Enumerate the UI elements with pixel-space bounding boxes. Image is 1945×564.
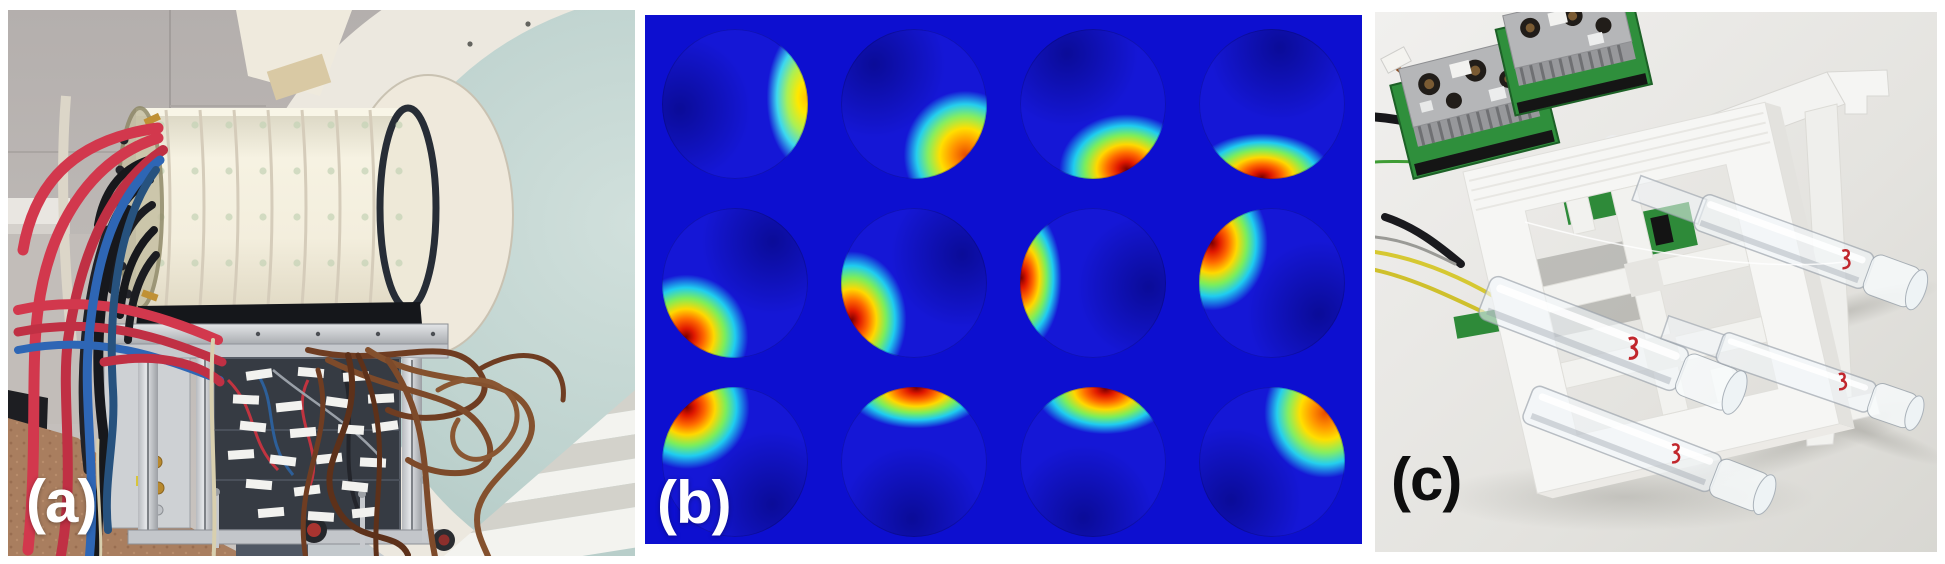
sensitivity-map-cell [662,387,808,537]
sensitivity-map-cell [662,29,808,179]
phantom-cylinder [113,104,440,328]
sensitivity-map-cell [1199,29,1345,179]
glass-tube [1522,385,1777,515]
red-marking [1841,249,1851,270]
mri-room-illustration [8,10,635,556]
panel-a-photo-mri-setup: (a) [8,10,635,556]
nylon-line [1524,221,1846,266]
panel-c-photo-coil-holder: (c) [1375,12,1937,552]
wire-tag [1380,46,1412,74]
caster-wheel [301,517,455,551]
gantry-top-cover [236,10,352,101]
sensitivity-map-cell [841,387,987,537]
cable-bundle [13,122,227,556]
panel-b-sensitivity-maps: (b) [645,15,1362,544]
sensitivity-map-cell [1199,387,1345,537]
sensitivity-map-cell [662,208,808,358]
panel-a-label: (a) [26,468,97,535]
holder-illustration [1375,12,1937,552]
sensitivity-map-cell [1020,208,1166,358]
panel-b-label: (b) [657,469,732,536]
sensitivity-map-cell [1020,29,1166,179]
sensitivity-map-cell [1020,387,1166,537]
cylinder-base-band [136,302,422,328]
brown-wire-tangle [300,347,566,556]
sensitivity-map-cell [841,208,987,358]
panel-c-label: (c) [1391,446,1462,513]
red-marking [1628,336,1639,360]
red-marking [1838,372,1848,391]
red-marking [1671,443,1681,464]
sensitivity-map-cell [841,29,987,179]
glass-tube [1478,275,1748,415]
glass-tube [1659,314,1925,431]
pcb-board [1494,12,1654,117]
glass-tube [1631,174,1929,311]
sensitivity-map-cell [1199,208,1345,358]
